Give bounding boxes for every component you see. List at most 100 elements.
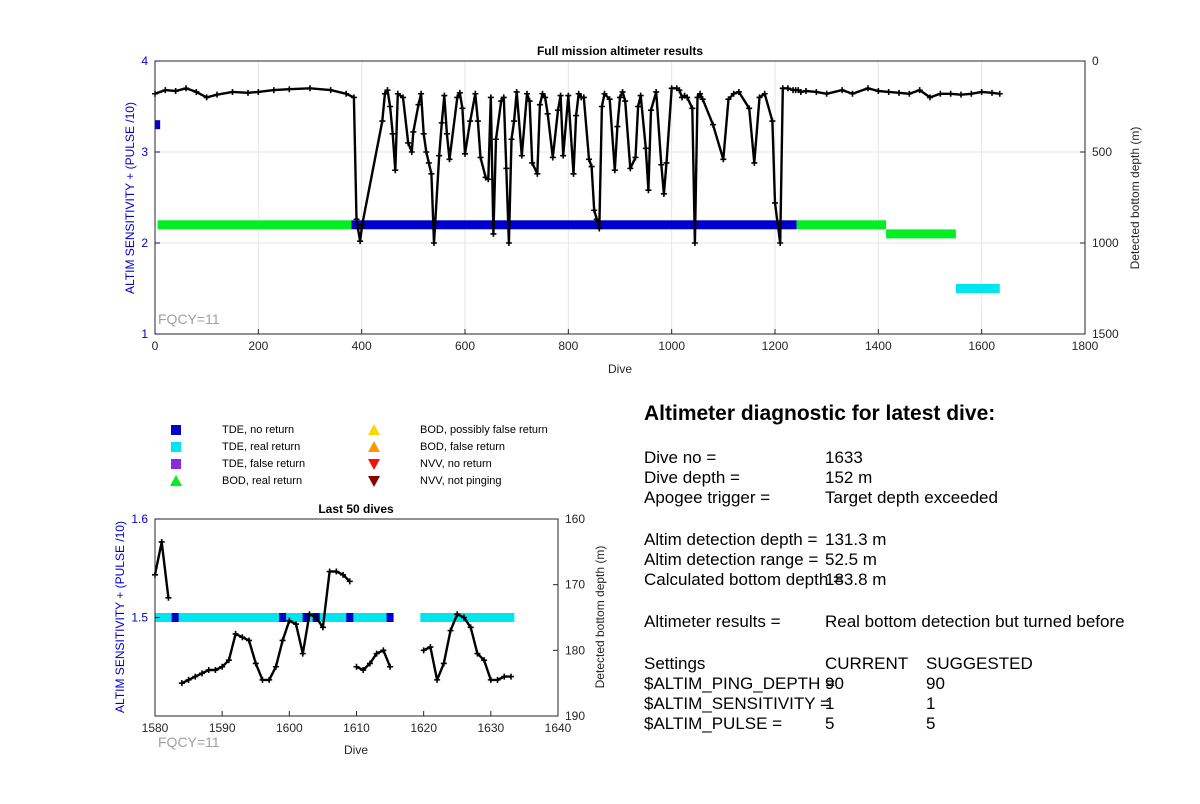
bottom-depth-point (573, 112, 580, 119)
bottom-depth-point (660, 190, 667, 197)
settings-label: Settings (644, 654, 706, 673)
bottom-depth-point (937, 90, 944, 97)
bottom-depth-point (394, 90, 401, 97)
det-range-row: Altim detection range = 52.5 m (644, 550, 1184, 570)
bottom-depth-point (431, 240, 437, 246)
bottom-depth-point (346, 578, 353, 585)
bottom-depth-point (542, 94, 549, 101)
bottom-depth-point (524, 90, 530, 97)
bottom-depth-point (756, 94, 763, 101)
bottom-depth-point (306, 611, 313, 618)
bottom-depth-point (606, 96, 613, 103)
setting-marker-tde-no (346, 613, 354, 622)
bottom-depth-point (503, 165, 510, 172)
settings-header-row: Settings CURRENT SUGGESTED (644, 654, 1184, 674)
bottom-depth-point (730, 90, 737, 97)
bottom-depth-point (689, 105, 696, 112)
bottom-depth-point (648, 107, 654, 114)
bottom-depth-point (501, 673, 508, 680)
bottom-depth-point (487, 676, 494, 683)
bottom-depth-point (183, 85, 189, 92)
y-left-tick-label: 1 (141, 327, 148, 341)
bottom-depth-point (392, 167, 399, 174)
bottom-depth-point (549, 154, 556, 161)
x-tick-label: 1800 (1072, 339, 1099, 353)
bottom-depth-point (172, 88, 179, 95)
bottom-depth-point (694, 94, 701, 101)
bottom-depth-point (286, 86, 293, 93)
bottom-depth-point (627, 165, 634, 172)
x-tick-label: 600 (455, 339, 475, 353)
legend-symbol (170, 441, 182, 453)
bottom-depth-point (389, 130, 396, 137)
bottom-depth-point (441, 92, 448, 99)
bottom-depth-point (185, 676, 192, 683)
bottom-chart-title: Last 50 dives (318, 502, 394, 516)
bottom-depth-point (353, 216, 360, 223)
legend-symbol (368, 475, 380, 487)
x-tick-label: 1200 (762, 339, 789, 353)
bottom-depth-point (529, 159, 536, 166)
apogee-row: Apogee trigger = Target depth exceeded (644, 488, 1184, 508)
bottom-depth-point (485, 176, 492, 183)
dive-depth-label: Dive depth = (644, 468, 740, 487)
bottom-depth-point (326, 568, 333, 575)
bottom-setting-series (155, 613, 515, 622)
dive-depth-value: 152 m (825, 468, 873, 487)
bottom-depth-point (710, 121, 716, 128)
bottom-depth-point (557, 92, 564, 99)
bottom-depth-point (490, 230, 497, 237)
ping-depth-current: 90 (825, 674, 844, 693)
bottom-depth-point (797, 88, 804, 95)
bottom-depth-point (266, 676, 273, 683)
bottom-depth-point (454, 94, 461, 101)
y-left-tick-label: 1.6 (131, 512, 148, 526)
bottom-depth-point (601, 90, 608, 97)
legend-symbol (170, 475, 182, 487)
setting-marker-tde-no (302, 613, 310, 622)
bottom-depth-point (199, 670, 206, 677)
bottom-depth-point (158, 538, 165, 545)
bottom-depth-point (239, 634, 246, 641)
bottom-depth-point (418, 90, 425, 97)
bottom-depth-point (353, 663, 360, 670)
bottom-ticks: 1580 1590 1600 1610 1620 1630 1640 1.6 1.5 160 170… (131, 512, 585, 735)
dive-no-label: Dive no = (644, 448, 717, 467)
x-tick-label: 1000 (658, 339, 685, 353)
bottom-depth-point (505, 240, 512, 246)
y-left-tick-label: 1.5 (131, 611, 148, 625)
legend-symbol (368, 458, 380, 470)
x-tick-label: 1630 (477, 721, 504, 735)
bottom-depth-point (454, 611, 461, 618)
setting-marker-tde-no (171, 613, 179, 622)
bottom-depth-point (611, 167, 618, 174)
bottom-depth-point (350, 94, 357, 101)
y-right-tick-label: 180 (565, 643, 585, 657)
bottom-depth-point (663, 159, 670, 166)
y-right-tick-label: 0 (1092, 54, 1099, 68)
dive-no-value: 1633 (825, 448, 863, 467)
bottom-depth-point (536, 101, 543, 108)
bottom-depth-point (319, 624, 326, 631)
x-tick-label: 1590 (209, 721, 236, 735)
results-value: Real bottom detection but turned before (825, 612, 1125, 631)
bottom-depth-point (751, 159, 758, 166)
y-right-tick-label: 160 (565, 512, 585, 526)
x-tick-label: 800 (558, 339, 578, 353)
legend-label: BOD, false return (420, 441, 505, 453)
bottom-depth-point (307, 85, 313, 92)
bottom-depth-point (313, 614, 320, 621)
x-tick-label: 1620 (410, 721, 437, 735)
bottom-depth-point (279, 637, 286, 644)
bottom-depth-point (380, 647, 387, 654)
det-range-label: Altim detection range = (644, 550, 819, 569)
bottom-depth-point (246, 637, 253, 644)
y-left-tick-label: 3 (141, 145, 148, 159)
bottom-depth-point (178, 680, 185, 687)
bottom-depth-point (477, 154, 484, 161)
y-right-tick-label: 170 (565, 578, 585, 592)
bottom-depth-point (746, 105, 753, 112)
x-tick-label: 1610 (343, 721, 370, 735)
bottom-depth-point (259, 676, 266, 683)
bottom-depth-point (565, 92, 572, 99)
